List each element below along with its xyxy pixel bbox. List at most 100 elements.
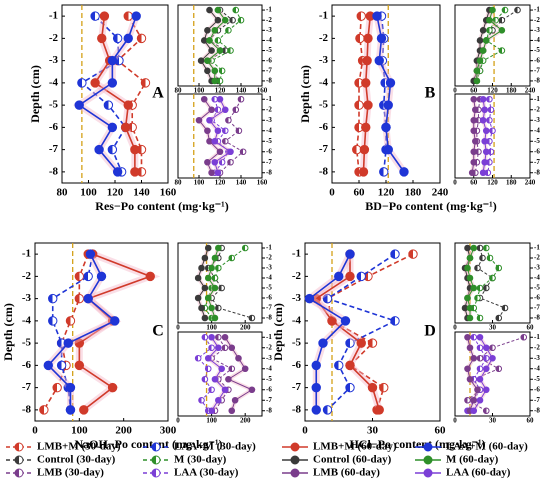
data-point: [204, 127, 211, 135]
data-point: [211, 77, 219, 85]
data-point: [466, 274, 474, 282]
y-tick-label: -7: [534, 158, 540, 166]
data-point: [379, 382, 389, 393]
x-tick-label: 180: [506, 87, 517, 95]
data-point: [211, 375, 219, 383]
data-point: [237, 95, 245, 103]
x-tick-label: 180: [506, 179, 517, 187]
x-tick-label: 160: [257, 87, 268, 95]
data-point: [214, 37, 222, 44]
data-point: [390, 316, 400, 326]
y-tick-label: -8: [49, 165, 59, 177]
data-point: [361, 78, 371, 88]
data-point: [208, 344, 215, 352]
x-tick-label: 0: [329, 187, 335, 199]
data-point: [334, 360, 344, 371]
data-point: [131, 11, 141, 21]
y-tick-label: -8: [292, 403, 302, 415]
data-point: [383, 144, 393, 155]
data-point: [470, 407, 478, 415]
x-tick-label: 30: [489, 324, 497, 332]
data-point: [359, 144, 370, 155]
data-point: [381, 122, 391, 133]
y-tick-label: -3: [292, 292, 302, 304]
data-point: [225, 27, 232, 34]
data-point: [228, 344, 236, 352]
data-point: [482, 284, 490, 292]
y-tick-label: -6: [266, 385, 272, 393]
legend-marker: [151, 455, 161, 465]
y-tick-label: -7: [292, 381, 302, 393]
data-point: [204, 57, 211, 64]
y-tick-label: -2: [22, 270, 32, 282]
data-point: [214, 106, 222, 114]
data-point: [235, 354, 242, 362]
data-point: [495, 314, 503, 322]
y-tick-label: -7: [266, 304, 272, 312]
data-point: [470, 354, 478, 362]
data-point: [356, 271, 366, 282]
data-point: [221, 16, 229, 24]
y-tick-label: -4: [534, 274, 540, 282]
y-tick-label: -8: [266, 77, 272, 85]
data-point: [215, 244, 222, 252]
data-point: [74, 293, 85, 304]
data-point: [197, 57, 205, 64]
x-tick-label: 30: [489, 417, 497, 425]
data-point: [514, 6, 521, 14]
data-point: [487, 106, 495, 114]
data-point: [79, 405, 89, 415]
data-point: [206, 6, 213, 14]
data-point: [327, 316, 337, 326]
data-point: [77, 78, 87, 88]
data-point: [466, 304, 474, 312]
data-point: [470, 95, 478, 103]
y-tick-label: -6: [49, 121, 59, 133]
y-tick-label: -5: [49, 99, 59, 111]
x-tick-label: 100: [206, 417, 217, 425]
data-point: [311, 360, 321, 371]
x-tick-label: 0: [453, 87, 457, 95]
data-point: [241, 244, 249, 252]
y-tick-label: -7: [49, 143, 59, 155]
x-tick-label: 160: [257, 179, 268, 187]
data-point: [318, 338, 328, 348]
legend-label: LMB (60-day): [313, 467, 380, 479]
data-point: [107, 122, 118, 133]
data-point: [466, 375, 474, 383]
legend-label: LAA+M (30-day): [174, 441, 256, 453]
data-point: [486, 254, 494, 262]
y-tick-label: -3: [534, 116, 540, 124]
data-point: [492, 16, 499, 24]
data-point: [304, 293, 315, 304]
y-tick-label: -4: [534, 364, 540, 372]
x-tick-label: 120: [487, 179, 498, 187]
data-point: [214, 127, 222, 135]
x-tick-label: 240: [525, 179, 536, 187]
data-point: [211, 158, 219, 166]
plot-frame: [177, 4, 263, 87]
data-point: [482, 354, 490, 362]
data-point: [136, 33, 147, 44]
data-point: [211, 274, 219, 282]
data-point: [367, 338, 378, 348]
legend-marker: [423, 455, 433, 465]
x-axis-label: NaOH−Po content (mg·kg⁻¹): [74, 437, 222, 451]
data-point: [103, 100, 114, 110]
data-point: [479, 116, 487, 124]
y-tick-label: -4: [266, 36, 272, 44]
data-point: [481, 137, 488, 145]
y-tick-label: -1: [292, 248, 301, 260]
y-tick-label: -4: [534, 36, 540, 44]
y-tick-label: -2: [534, 16, 540, 24]
x-tick-label: 200: [240, 324, 251, 332]
legend-marker: [290, 468, 300, 478]
x-tick-label: 60: [354, 187, 366, 199]
y-tick-label: -1: [319, 10, 328, 22]
x-tick-label: 100: [206, 324, 217, 332]
data-point: [225, 375, 232, 383]
data-point: [198, 304, 205, 312]
data-point: [241, 365, 249, 373]
x-tick-label: 140: [236, 179, 247, 187]
data-point: [221, 106, 229, 114]
